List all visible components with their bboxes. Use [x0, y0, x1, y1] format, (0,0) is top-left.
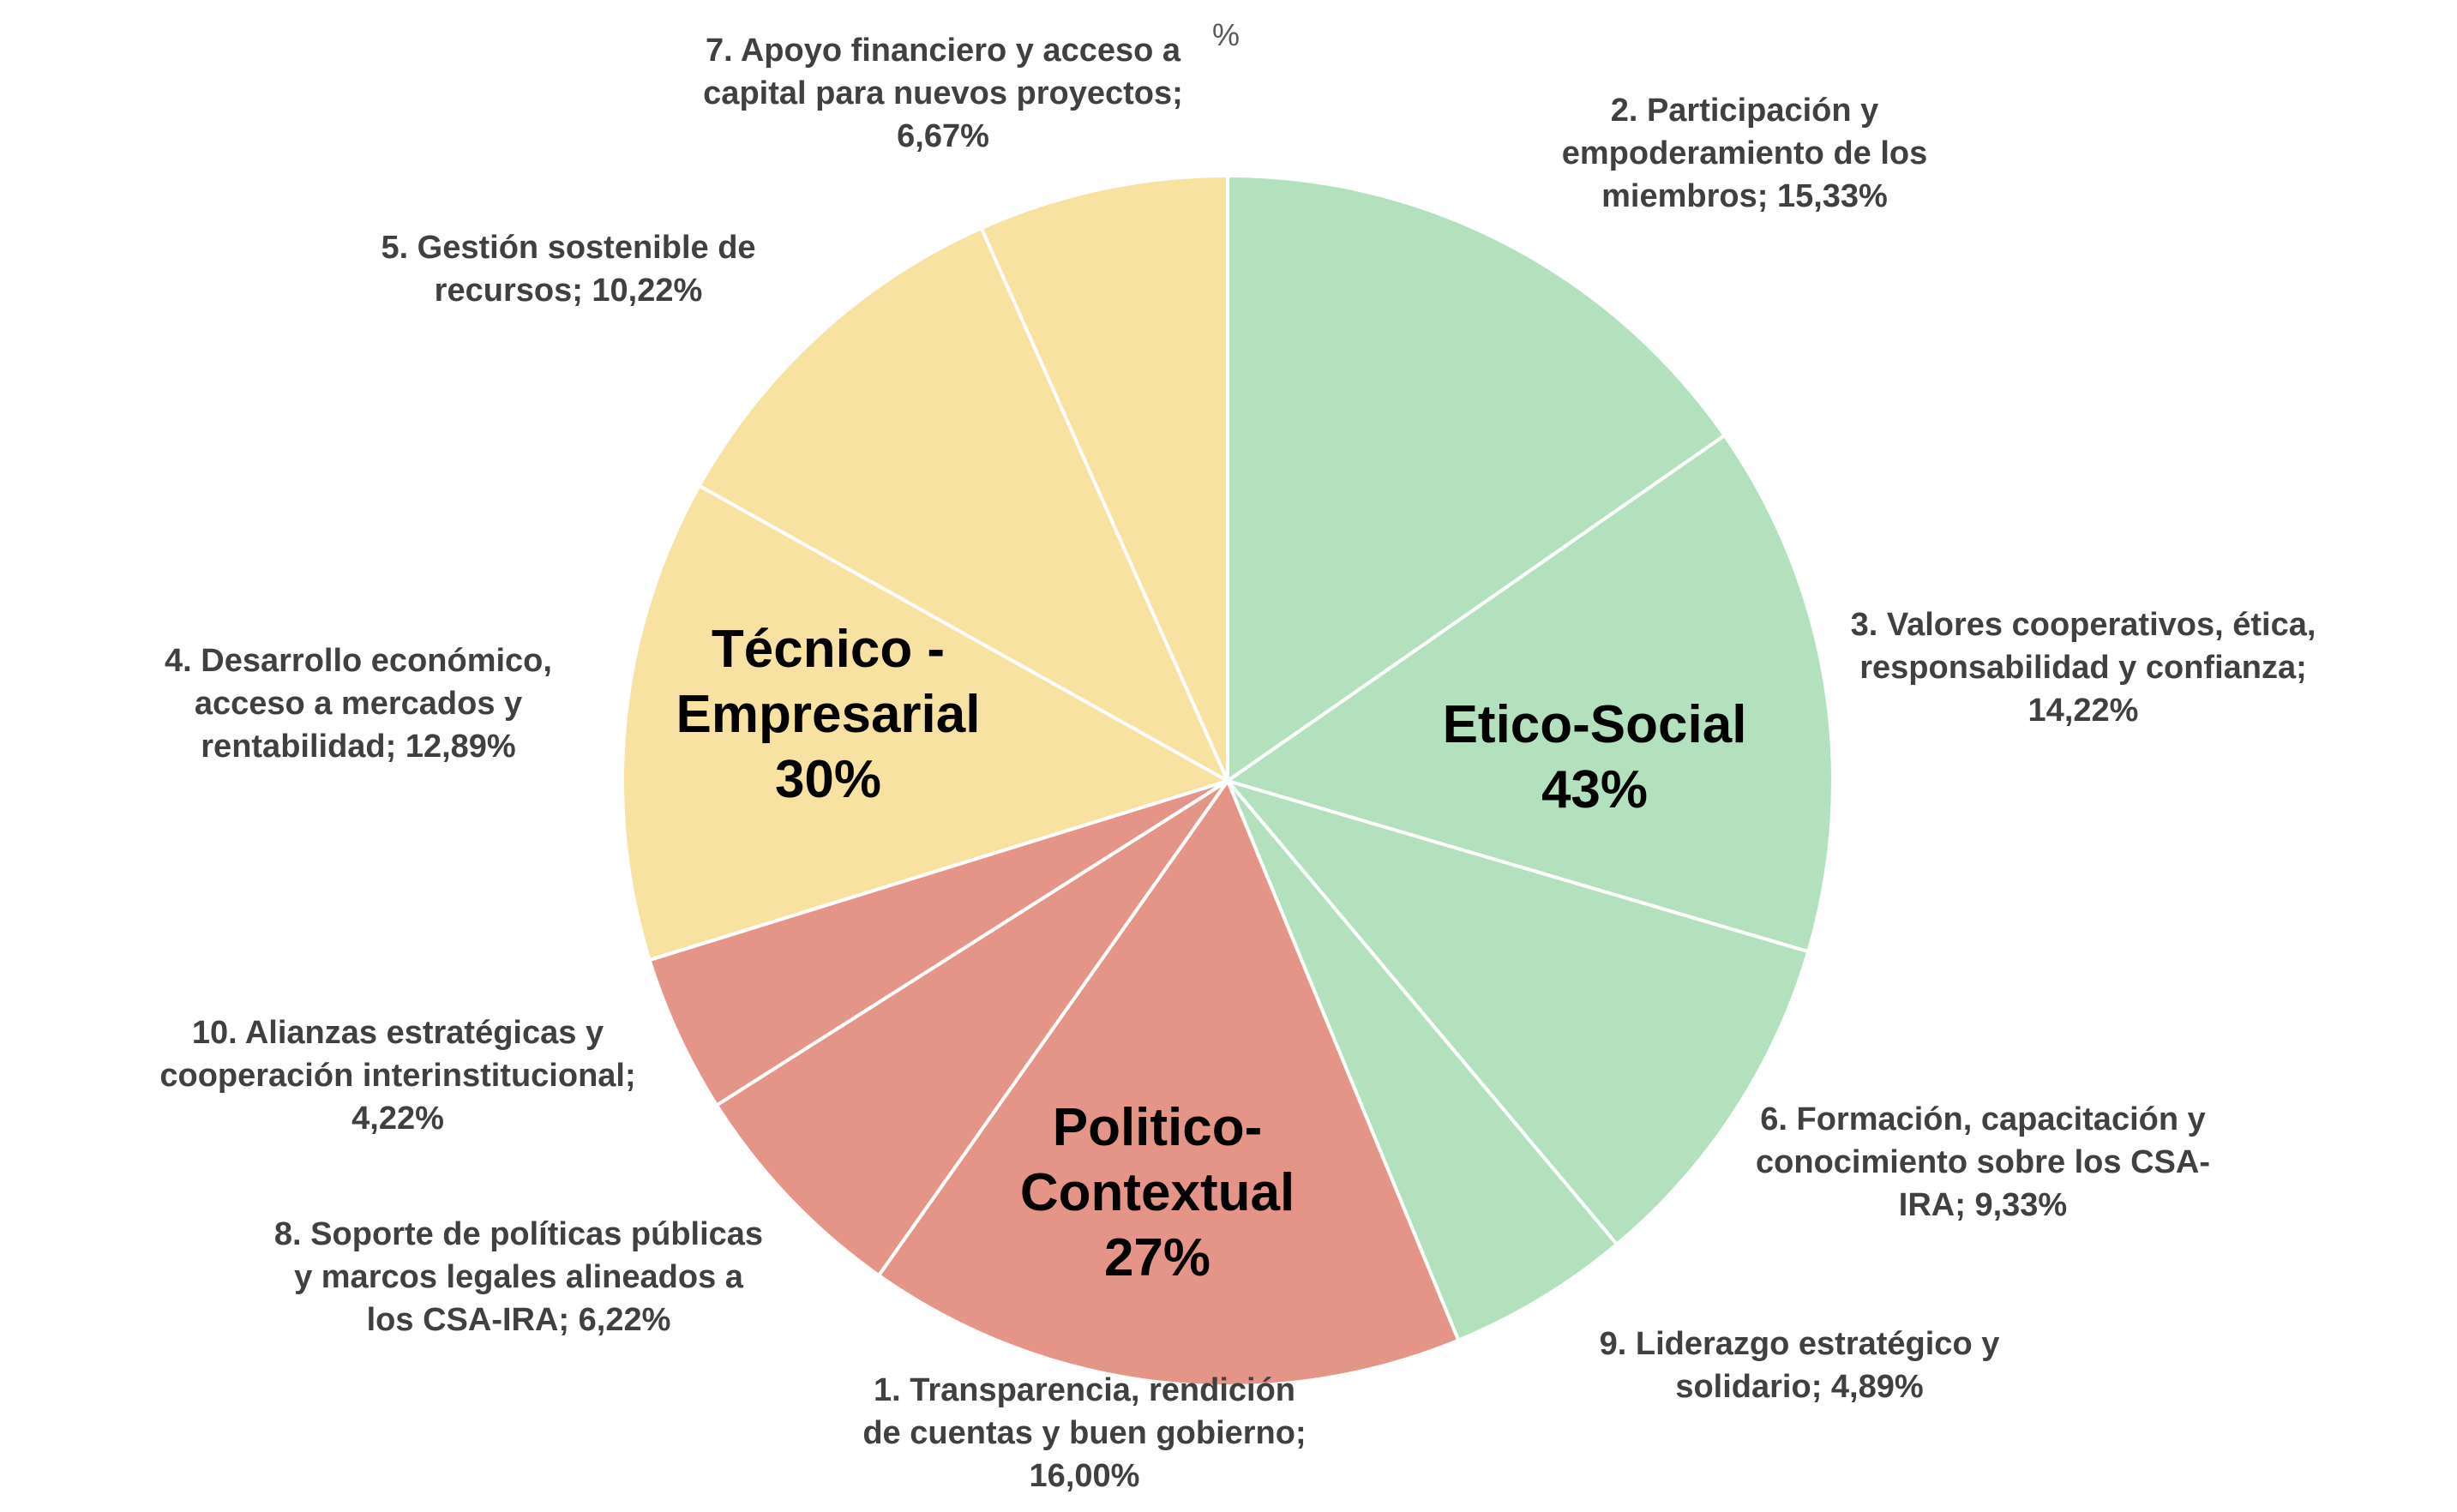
pie-slice: [1222, 777, 1811, 1247]
pie-slice: [1226, 779, 1619, 1343]
group-name: Politico-Contextual: [1019, 1098, 1295, 1222]
pie-slice: [1226, 173, 1727, 784]
annotation: %: [1212, 17, 1241, 52]
pie-slice: [1223, 433, 1835, 954]
data-label: 7. Apoyo financiero y acceso a capital p…: [703, 33, 1183, 154]
pie-slice: [876, 777, 1461, 1388]
data-label: 6. Formación, capacitación y conocimient…: [1756, 1101, 2210, 1223]
group-name: Técnico - Empresarial: [676, 620, 981, 744]
group-label: Politico-Contextual 27%: [960, 1095, 1355, 1291]
group-value: 27%: [1103, 1228, 1211, 1287]
pie-slice: [647, 779, 1229, 1108]
group-label: Técnico - Empresarial 30%: [631, 617, 1025, 813]
data-label: 5. Gestión sostenible de recursos; 10,22…: [381, 230, 756, 309]
group-label: Etico-Social 43%: [1380, 693, 1809, 823]
group-name: Etico-Social: [1442, 695, 1747, 754]
data-label: 4. Desarrollo económico, acceso a mercad…: [165, 643, 552, 765]
pie-slice: [621, 483, 1233, 963]
data-label: 2. Participación y empoderamiento de los…: [1561, 93, 1928, 214]
data-label: 1. Transparencia, rendición de cuentas y…: [862, 1372, 1307, 1494]
data-label: 9. Liderazgo estratégico y solidario; 4,…: [1599, 1326, 2000, 1405]
data-label: 3. Valores cooperativos, ética, responsa…: [1850, 607, 2316, 729]
pie-slice: [979, 173, 1229, 782]
group-value: 30%: [774, 750, 882, 809]
pie-slice: [714, 779, 1229, 1278]
group-value: 43%: [1541, 760, 1649, 819]
data-label: 8. Soporte de políticas públicas y marco…: [273, 1216, 764, 1338]
pie-slice: [696, 225, 1232, 785]
data-label: 10. Alianzas estratégicas y cooperación …: [159, 1015, 636, 1137]
